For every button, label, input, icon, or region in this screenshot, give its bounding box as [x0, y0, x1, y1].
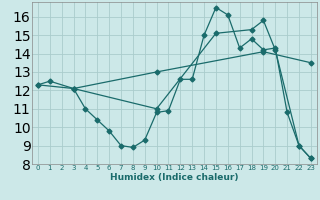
X-axis label: Humidex (Indice chaleur): Humidex (Indice chaleur): [110, 173, 239, 182]
